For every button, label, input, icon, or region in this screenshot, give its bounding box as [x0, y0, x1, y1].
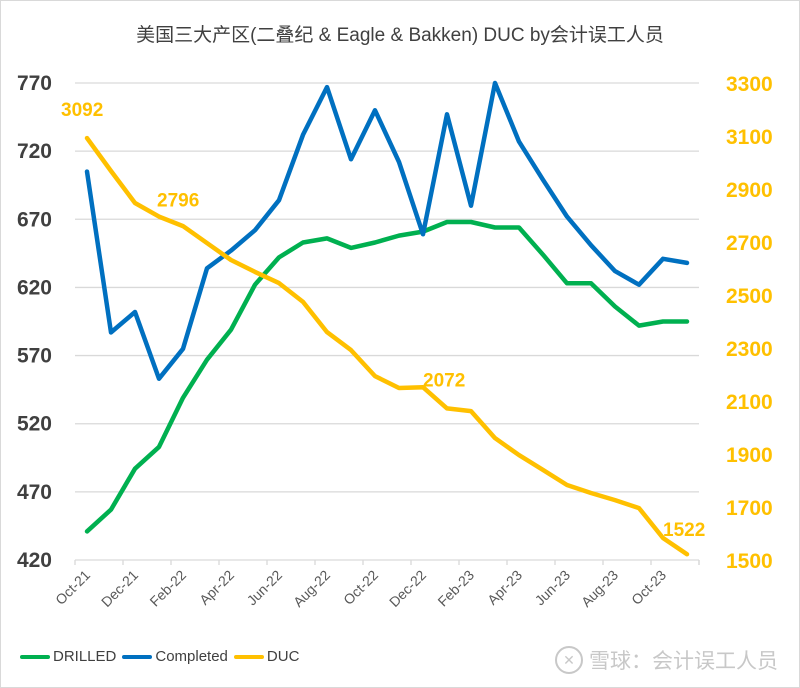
- left-tick-label: 770: [17, 72, 52, 95]
- legend-swatch-drilled: [20, 654, 50, 659]
- data-label: 3092: [61, 100, 103, 121]
- x-axis: Oct-21 Dec-21 Feb-22 Apr-22 Jun-22 Aug-22 Oct-…: [52, 559, 700, 610]
- x-tick-label: Aug-22: [290, 567, 333, 610]
- watermark: ✕ 雪球：会计误工人员: [555, 645, 778, 675]
- series-lines: [84, 80, 690, 557]
- x-tick-label: Apr-22: [196, 567, 237, 608]
- legend-label: DRILLED: [53, 648, 117, 665]
- x-tick-label: Jun-23: [532, 567, 574, 609]
- left-tick-label: 520: [17, 413, 52, 436]
- x-tick-label: Oct-22: [340, 567, 381, 608]
- series-line-completed: [84, 80, 690, 381]
- legend-swatch-duc: [233, 654, 264, 659]
- series-line-duc: [84, 135, 690, 557]
- chart-title: 美国三大产区(二叠纪 & Eagle & Bakken) DUC by会计误工人…: [136, 25, 664, 46]
- legend-swatch-completed: [122, 654, 153, 659]
- legend-label: DUC: [266, 648, 300, 665]
- x-tick-label: Apr-23: [484, 567, 525, 608]
- right-tick-label: 1500: [726, 550, 773, 573]
- left-tick-label: 470: [17, 481, 52, 504]
- right-tick-label: 2300: [726, 338, 773, 361]
- left-tick-label: 620: [17, 276, 52, 299]
- watermark-text: 雪球：会计误工人员: [589, 650, 778, 673]
- right-tick-label: 1700: [726, 497, 773, 520]
- legend: DRILLED Completed DUC: [20, 648, 305, 665]
- legend-label: Completed: [155, 648, 228, 665]
- right-axis-ticks: 3300 3100 2900 2700 2500 2300 2100 1900 1700 1500: [726, 73, 773, 573]
- data-label: 2796: [157, 191, 199, 212]
- x-tick-label: Feb-22: [146, 567, 189, 610]
- data-label: 2072: [423, 370, 465, 391]
- x-tick-label: Jun-22: [244, 567, 286, 609]
- data-labels: 3092 2796 2072 1522: [61, 100, 705, 541]
- legend-item-duc[interactable]: DUC: [233, 648, 300, 665]
- right-tick-label: 2700: [726, 232, 773, 255]
- right-tick-label: 3300: [726, 73, 773, 96]
- x-tick-label: Aug-23: [578, 567, 621, 610]
- right-tick-label: 2100: [726, 391, 773, 414]
- x-tick-label: Oct-23: [628, 567, 669, 608]
- legend-item-drilled[interactable]: DRILLED: [20, 648, 116, 665]
- right-tick-label: 1900: [726, 444, 773, 467]
- x-tick-label: Dec-21: [98, 567, 141, 610]
- x-tick-label: Dec-22: [386, 567, 429, 610]
- left-tick-label: 670: [17, 208, 52, 231]
- x-tick-label: Oct-21: [52, 567, 93, 608]
- data-label: 1522: [663, 520, 705, 541]
- right-tick-label: 2900: [726, 179, 773, 202]
- left-axis-ticks: 770 720 670 620 570 520 470 420: [17, 72, 52, 572]
- x-tick-label: Feb-23: [434, 567, 477, 610]
- right-tick-label: 2500: [726, 285, 773, 308]
- snowball-logo-icon: ✕: [555, 646, 583, 674]
- left-tick-label: 720: [17, 140, 52, 163]
- left-tick-label: 420: [17, 549, 52, 572]
- right-tick-label: 3100: [726, 126, 773, 149]
- series-line-drilled: [84, 219, 690, 534]
- legend-item-completed[interactable]: Completed: [122, 648, 228, 665]
- left-tick-label: 570: [17, 345, 52, 368]
